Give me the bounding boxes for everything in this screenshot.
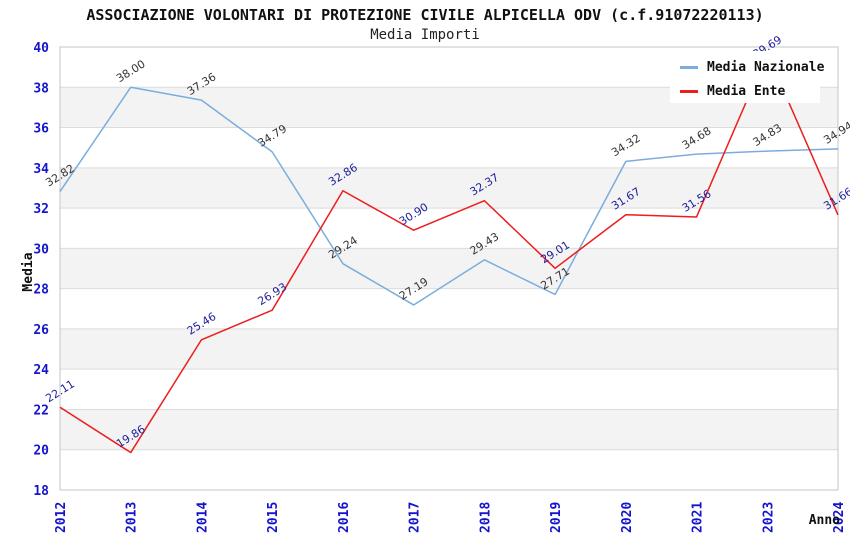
- y-tick-label: 36: [33, 122, 49, 137]
- x-tick-label: 2019: [549, 502, 564, 533]
- media-ente-line-swatch-icon: [680, 89, 698, 93]
- x-tick-label: 2017: [408, 502, 423, 533]
- data-label-media-nazionale: 34.68: [680, 124, 714, 152]
- y-tick-label: 22: [33, 403, 49, 418]
- legend-item-media-ente: Media Ente: [680, 79, 820, 103]
- grid-band: [60, 167, 838, 209]
- y-tick-label: 32: [33, 202, 49, 217]
- grid-band: [60, 328, 838, 370]
- legend-label-media-nazionale: Media Nazionale: [707, 59, 825, 75]
- x-tick-label: 2018: [478, 502, 493, 533]
- y-axis-title: Media: [21, 252, 36, 291]
- chart-title: ASSOCIAZIONE VOLONTARI DI PROTEZIONE CIV…: [86, 6, 764, 24]
- grid-band: [60, 409, 838, 450]
- x-axis-title: Anno: [809, 513, 840, 528]
- y-tick-label: 38: [33, 81, 49, 96]
- series-line-media-ente: [59, 52, 839, 454]
- data-label-media-nazionale: 38.00: [114, 57, 148, 85]
- y-tick-label: 26: [33, 323, 49, 338]
- y-tick-label: 34: [33, 162, 49, 177]
- y-tick-label: 30: [33, 242, 49, 257]
- y-tick-label: 18: [33, 484, 49, 499]
- x-tick-label: 2014: [195, 502, 210, 533]
- legend: Media Nazionale Media Ente: [670, 51, 824, 103]
- y-tick-label: 24: [33, 363, 49, 378]
- x-tick-label: 2024: [832, 502, 847, 533]
- chart-subtitle: Media Importi: [370, 27, 480, 43]
- x-tick-label: 2015: [266, 502, 281, 533]
- x-tick-label: 2021: [691, 502, 706, 533]
- x-tick-label: 2016: [337, 502, 352, 533]
- x-tick-label: 2023: [761, 502, 776, 533]
- data-label-media-nazionale: 34.32: [609, 132, 643, 160]
- x-tick-label: 2012: [54, 502, 69, 533]
- media-nazionale-line-swatch-icon: [680, 65, 698, 69]
- legend-item-media-nazionale: Media Nazionale: [680, 55, 824, 79]
- x-tick-label: 2020: [620, 502, 635, 533]
- legend-label-media-ente: Media Ente: [707, 83, 786, 99]
- plot-border: [59, 46, 839, 491]
- x-tick-label: 2013: [125, 502, 140, 533]
- series-line-media-nazionale: [59, 86, 839, 306]
- y-tick-label: 40: [33, 41, 49, 56]
- y-tick-label: 20: [33, 444, 49, 459]
- y-tick-label: 28: [33, 283, 49, 298]
